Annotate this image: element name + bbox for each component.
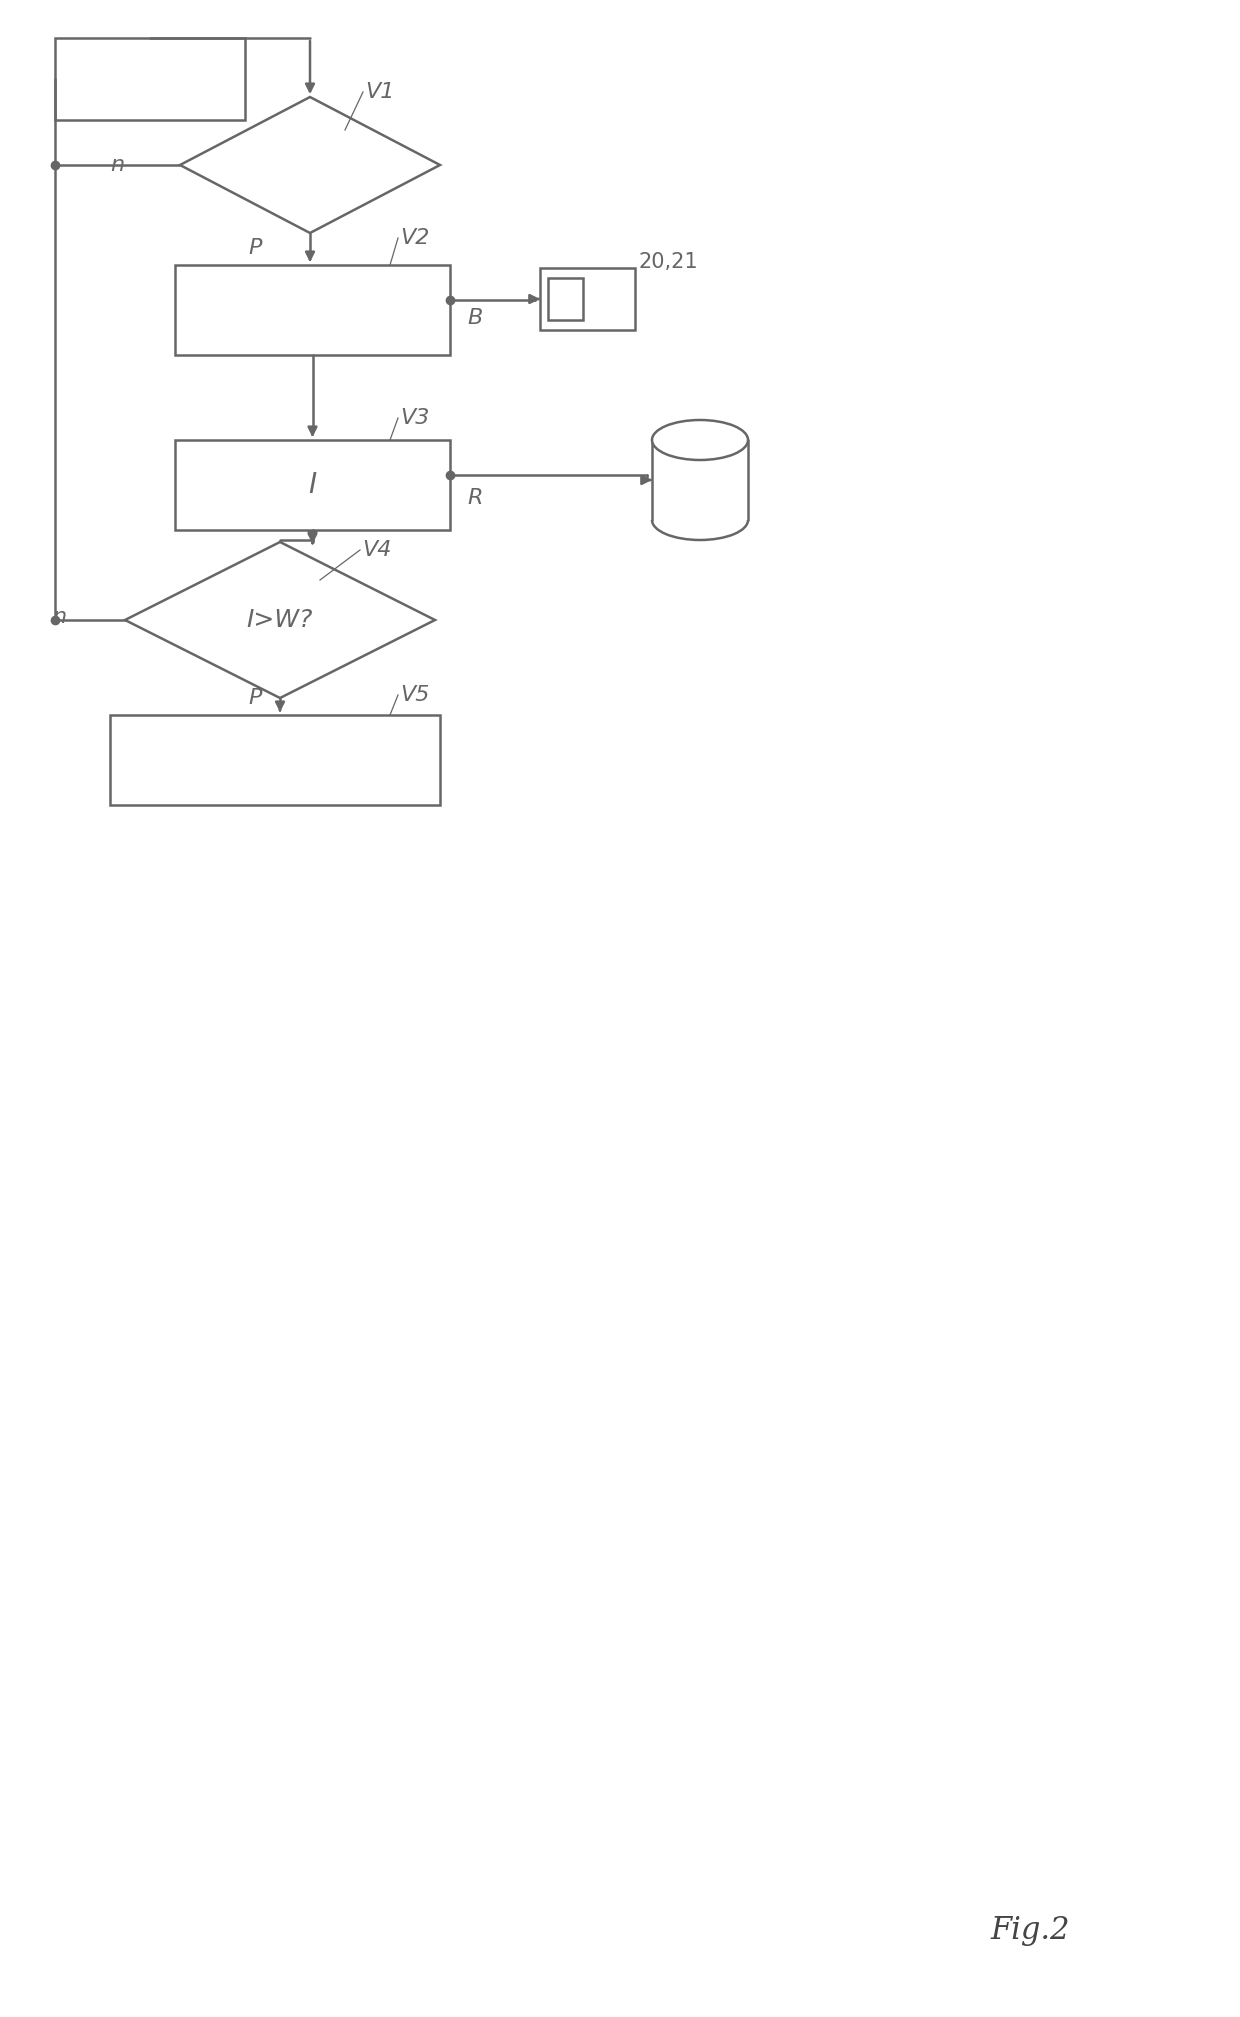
Bar xyxy=(55,38,246,119)
Text: V1: V1 xyxy=(365,83,394,103)
Text: n: n xyxy=(110,155,124,175)
Text: B: B xyxy=(467,309,482,329)
Text: 20,21: 20,21 xyxy=(639,252,698,272)
Text: P: P xyxy=(248,238,262,258)
Text: P: P xyxy=(248,688,262,708)
Text: n: n xyxy=(52,607,66,627)
Bar xyxy=(175,264,450,355)
Text: I: I xyxy=(309,472,316,498)
Text: V3: V3 xyxy=(401,407,429,428)
Ellipse shape xyxy=(652,420,748,460)
Text: R: R xyxy=(467,488,482,508)
Text: V5: V5 xyxy=(401,686,429,706)
Bar xyxy=(175,440,450,530)
Text: V2: V2 xyxy=(401,228,429,248)
Text: I>W?: I>W? xyxy=(247,607,314,631)
Bar xyxy=(539,268,635,331)
Text: V4: V4 xyxy=(362,541,392,561)
Bar xyxy=(548,278,583,321)
Bar xyxy=(110,714,440,805)
Text: Fig.2: Fig.2 xyxy=(990,1914,1069,1946)
